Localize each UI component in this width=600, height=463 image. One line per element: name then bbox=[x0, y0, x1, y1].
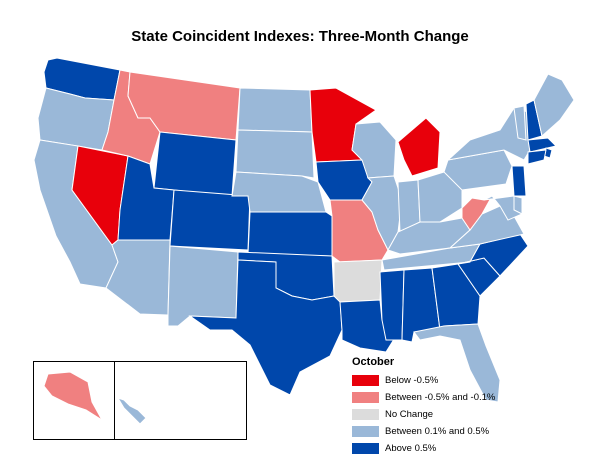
state-nj bbox=[511, 165, 527, 197]
legend-label-below: Below -0.5% bbox=[385, 374, 439, 386]
state-ma bbox=[527, 137, 557, 153]
state-hi bbox=[116, 397, 147, 425]
state-az bbox=[105, 239, 171, 316]
map-title: State Coincident Indexes: Three-Month Ch… bbox=[131, 28, 469, 45]
legend-item-below: Below -0.5% bbox=[352, 372, 582, 388]
state-nd bbox=[237, 87, 313, 133]
legend-swatch-between_neg bbox=[352, 391, 379, 403]
legend-label-between_neg: Between -0.5% and -0.1% bbox=[385, 391, 496, 403]
state-wv bbox=[461, 194, 494, 231]
state-md bbox=[483, 195, 524, 221]
state-mi bbox=[397, 117, 441, 177]
state-ks bbox=[247, 211, 333, 257]
legend: October Below -0.5% Between -0.5% and -0.… bbox=[352, 356, 582, 457]
state-ar bbox=[333, 259, 383, 303]
legend-label-between_pos: Between 0.1% and 0.5% bbox=[385, 425, 490, 437]
state-la bbox=[339, 299, 397, 353]
legend-swatch-above bbox=[352, 442, 379, 454]
state-co bbox=[169, 189, 251, 251]
legend-swatch-between_pos bbox=[352, 425, 379, 437]
legend-label-nochange: No Change bbox=[385, 408, 434, 420]
state-ct bbox=[527, 149, 547, 165]
legend-swatch-below bbox=[352, 374, 379, 386]
legend-label-above: Above 0.5% bbox=[385, 442, 437, 454]
legend-title: October bbox=[352, 356, 395, 368]
legend-swatch-nochange bbox=[352, 408, 379, 420]
state-fl bbox=[413, 323, 501, 403]
state-ms bbox=[379, 269, 405, 341]
inset-divider bbox=[114, 362, 115, 439]
state-sd bbox=[235, 129, 315, 179]
legend-item-between_pos: Between 0.1% and 0.5% bbox=[352, 423, 582, 439]
state-tx bbox=[188, 259, 343, 396]
state-vt bbox=[513, 105, 527, 141]
legend-item-above: Above 0.5% bbox=[352, 440, 582, 456]
state-nm bbox=[167, 245, 239, 327]
legend-item-nochange: No Change bbox=[352, 406, 582, 422]
state-me bbox=[533, 73, 575, 137]
legend-item-between_neg: Between -0.5% and -0.1% bbox=[352, 389, 582, 405]
state-wy bbox=[153, 131, 237, 197]
state-ak bbox=[43, 371, 103, 421]
alaska-hawaii-inset bbox=[33, 361, 247, 440]
